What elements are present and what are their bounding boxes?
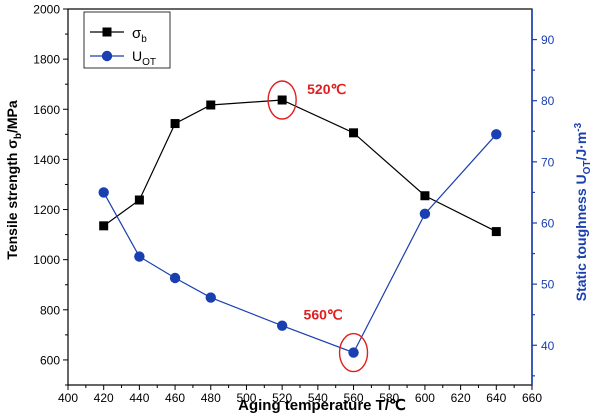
annotation-label: 560℃	[304, 307, 343, 323]
right-axis-label: Static toughness UOT/J·m-3	[573, 122, 593, 301]
data-point-circle	[169, 272, 181, 284]
left-axis-label-unit: /MPa	[4, 100, 20, 133]
legend-marker-sigma	[102, 27, 112, 37]
x-tick-label: 420	[94, 391, 114, 405]
x-axis-ticks: 400 420 440 460 480 500 520 540 560 580 600 620 640 6…	[58, 385, 542, 405]
highlight-ellipse	[338, 332, 369, 373]
left-tick-label: 1600	[33, 103, 60, 117]
right-tick-label: 80	[541, 94, 555, 108]
x-tick-label: 660	[522, 391, 542, 405]
left-axis-label-sub: b	[13, 133, 24, 139]
x-tick-label: 600	[415, 391, 435, 405]
right-axis-label-sub: OT	[582, 161, 593, 175]
left-tick-label: 1200	[33, 203, 60, 217]
x-tick-label: 460	[165, 391, 185, 405]
data-point-square	[491, 227, 501, 237]
right-tick-label: 70	[541, 155, 555, 169]
data-point-square	[349, 128, 359, 138]
right-axis-label-main: Static toughness U	[573, 174, 589, 301]
annotation-label: 520℃	[307, 81, 346, 97]
right-tick-label: 90	[541, 33, 555, 47]
right-tick-label: 50	[541, 278, 555, 292]
left-tick-label: 800	[40, 303, 60, 317]
legend: σb UOT	[83, 11, 171, 69]
data-point-circle	[491, 129, 502, 140]
left-tick-label: 1400	[33, 153, 60, 167]
left-tick-label: 1800	[33, 53, 60, 67]
right-tick-label: 40	[541, 339, 555, 353]
data-point-circle	[134, 251, 145, 262]
legend-marker-u	[101, 50, 113, 62]
legend-box	[83, 11, 171, 69]
x-tick-label: 440	[129, 391, 149, 405]
data-point-circle	[348, 347, 359, 358]
x-tick-label: 560	[344, 391, 364, 405]
highlight-ellipse	[267, 80, 297, 120]
right-axis-label-sup: -3	[573, 122, 584, 131]
data-point-square	[420, 191, 430, 201]
x-tick-label: 620	[451, 391, 471, 405]
x-tick-label: 640	[486, 391, 506, 405]
data-point-square	[206, 100, 216, 110]
x-tick-label: 480	[201, 391, 221, 405]
left-tick-label: 600	[40, 353, 60, 367]
data-point-circle	[276, 320, 288, 331]
x-tick-label: 400	[58, 391, 78, 405]
left-axis-label-main: Tensile strength σ	[4, 139, 20, 260]
x-tick-label: 520	[272, 391, 292, 405]
data-point-square	[99, 221, 109, 231]
series-line-1	[103, 133, 497, 354]
x-axis-label: Aging temperature T/℃	[238, 397, 406, 414]
left-axis-ticks: 600 800 1000 1200 1400 1600 1800 2000	[33, 3, 68, 386]
legend-label-sigma: σb	[132, 25, 147, 45]
legend-label-u: UOT	[132, 48, 156, 68]
series-layer	[98, 95, 502, 358]
data-point-square	[277, 95, 287, 105]
annotation-layer: 520℃ 560℃	[267, 80, 369, 373]
data-point-square	[170, 119, 180, 129]
x-tick-label: 580	[379, 391, 399, 405]
x-tick-label: 540	[308, 391, 328, 405]
data-point-square	[134, 195, 144, 205]
left-tick-label: 1000	[33, 253, 60, 267]
series-line-0	[103, 99, 497, 233]
right-axis-label-unit: /J·m	[573, 132, 589, 161]
right-axis-ticks: 40 50 60 70 80 90	[532, 33, 555, 377]
data-point-circle	[98, 187, 109, 198]
x-tick-label: 500	[236, 391, 256, 405]
left-tick-label: 2000	[33, 3, 60, 17]
left-axis-label: Tensile strength σb/MPa	[4, 100, 24, 260]
data-point-circle	[205, 292, 216, 303]
data-point-circle	[419, 208, 431, 220]
right-tick-label: 60	[541, 216, 555, 230]
